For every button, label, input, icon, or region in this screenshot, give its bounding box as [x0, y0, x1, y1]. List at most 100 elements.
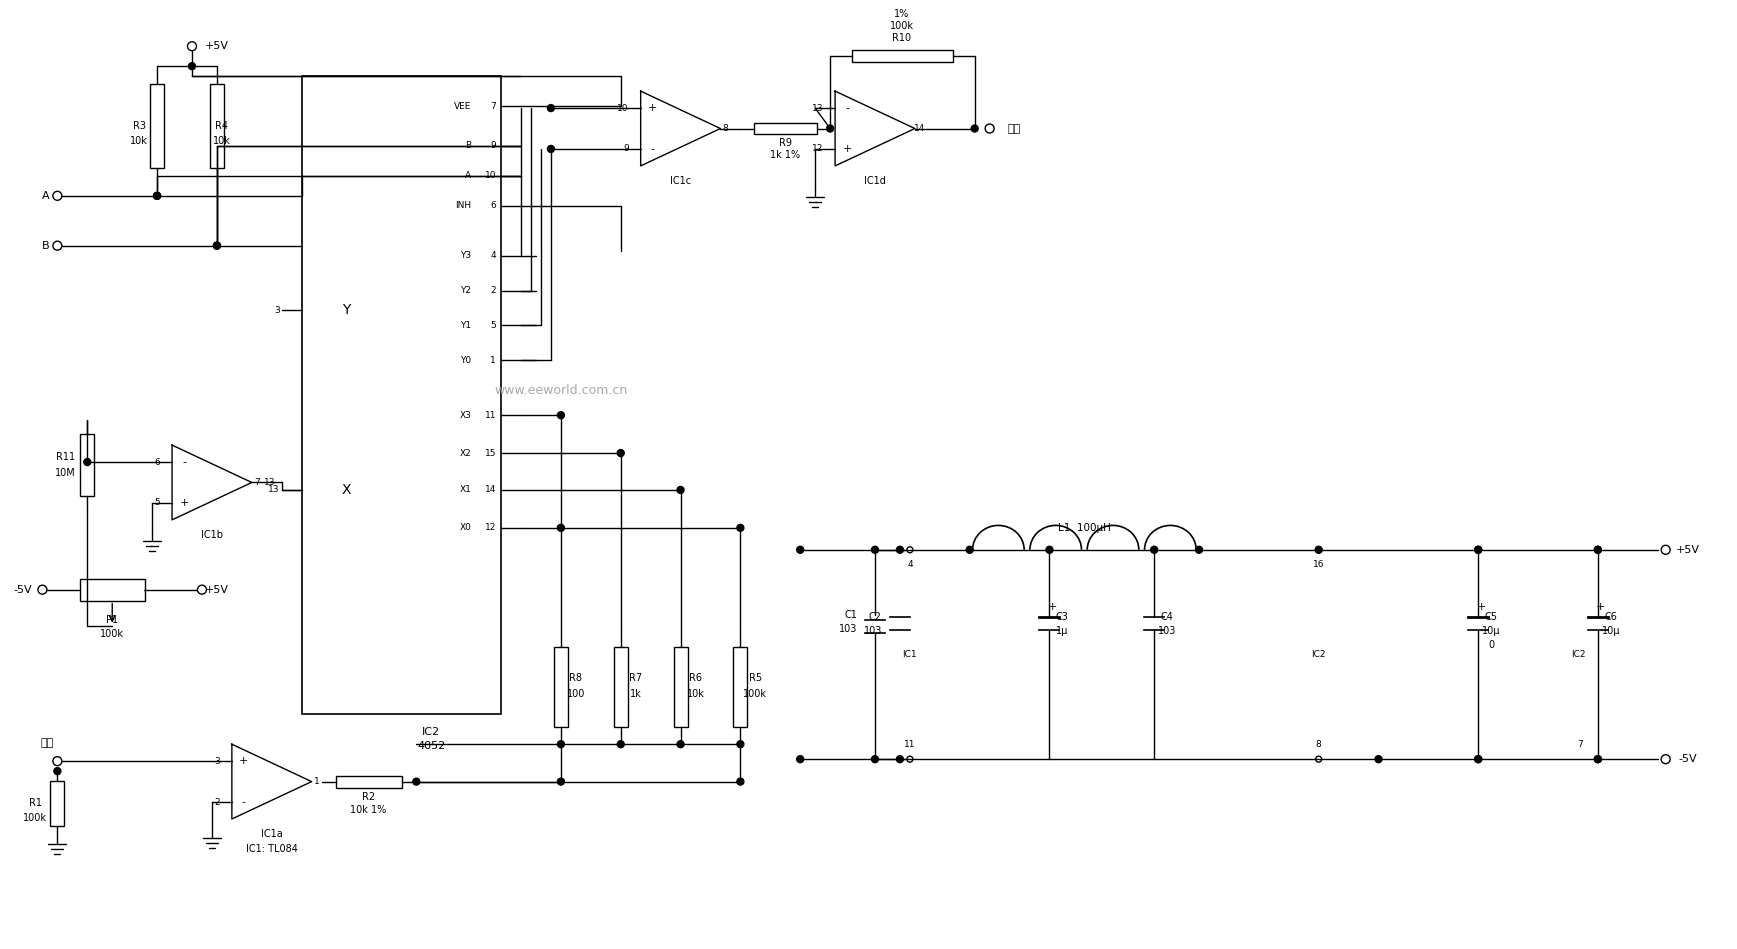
Text: 16: 16 [1313, 560, 1324, 569]
Circle shape [966, 547, 973, 553]
Circle shape [1475, 547, 1482, 553]
Circle shape [971, 125, 978, 132]
Text: C6: C6 [1605, 611, 1617, 622]
Circle shape [558, 778, 565, 785]
Text: 1: 1 [490, 356, 497, 364]
Text: 10: 10 [485, 172, 497, 180]
Text: 1%: 1% [895, 9, 910, 19]
Text: R5: R5 [749, 674, 763, 683]
Text: 100k: 100k [23, 813, 47, 823]
Text: IC1c: IC1c [670, 176, 691, 186]
Circle shape [827, 125, 834, 132]
Circle shape [872, 547, 879, 553]
Text: 3: 3 [274, 306, 280, 315]
Text: -5V: -5V [14, 585, 31, 595]
Text: 100: 100 [566, 689, 585, 699]
Bar [149, 84, 163, 168]
Circle shape [617, 741, 624, 748]
Circle shape [1315, 547, 1322, 553]
Circle shape [1475, 755, 1482, 763]
Circle shape [677, 741, 684, 748]
Text: 10k: 10k [214, 136, 231, 146]
Circle shape [1376, 755, 1383, 763]
Text: IC1d: IC1d [863, 176, 886, 186]
Text: 100k: 100k [101, 628, 125, 639]
Text: 100k: 100k [743, 689, 768, 699]
Bar [335, 775, 403, 788]
Text: 4: 4 [490, 251, 497, 260]
Text: IC1: TL084: IC1: TL084 [247, 844, 297, 854]
Bar [80, 434, 94, 496]
Circle shape [153, 193, 160, 199]
Text: 1k: 1k [631, 689, 641, 699]
Bar [50, 781, 64, 827]
Text: +: + [1047, 602, 1058, 611]
Text: X0: X0 [459, 523, 471, 532]
Text: +: + [648, 103, 657, 113]
Text: 10μ: 10μ [1482, 625, 1501, 636]
Text: Y0: Y0 [460, 356, 471, 364]
Text: +5V: +5V [205, 41, 229, 51]
Text: 103: 103 [839, 623, 856, 634]
Text: 7: 7 [1577, 739, 1582, 749]
Text: X1: X1 [459, 486, 471, 494]
Text: R10: R10 [893, 33, 912, 44]
Text: X: X [342, 483, 351, 497]
Text: 4: 4 [907, 560, 912, 569]
Text: R2: R2 [361, 791, 375, 802]
Text: C5: C5 [1485, 611, 1497, 622]
Text: 10k: 10k [686, 689, 705, 699]
Text: 输入: 输入 [40, 738, 54, 748]
Text: 0: 0 [1489, 640, 1494, 649]
Text: 100k: 100k [889, 21, 914, 31]
Circle shape [214, 242, 221, 250]
Bar [851, 50, 954, 63]
Text: 103: 103 [1159, 625, 1176, 636]
Text: 9: 9 [624, 144, 629, 154]
Text: 7: 7 [490, 102, 497, 111]
Circle shape [83, 458, 90, 466]
Text: IC1a: IC1a [261, 828, 283, 839]
Text: 1: 1 [314, 777, 320, 786]
Text: B: B [466, 141, 471, 151]
Text: 10k 1%: 10k 1% [351, 805, 387, 814]
Text: VEE: VEE [453, 102, 471, 111]
Text: R7: R7 [629, 674, 643, 683]
Circle shape [736, 525, 743, 531]
Text: 10: 10 [617, 103, 629, 113]
Text: 6: 6 [490, 201, 497, 211]
Text: R3: R3 [132, 121, 146, 131]
Circle shape [797, 547, 804, 553]
Text: IC2: IC2 [1570, 650, 1586, 659]
Text: 10μ: 10μ [1602, 625, 1621, 636]
Circle shape [677, 487, 684, 493]
Text: 3: 3 [214, 756, 221, 766]
Circle shape [413, 778, 420, 785]
Circle shape [558, 525, 565, 531]
Text: -: - [241, 797, 247, 807]
Text: R6: R6 [690, 674, 702, 683]
Text: C2: C2 [868, 611, 882, 622]
Text: 14: 14 [914, 124, 926, 133]
Text: 103: 103 [863, 625, 882, 636]
Text: 13: 13 [811, 103, 823, 113]
Text: 10M: 10M [56, 468, 76, 478]
Text: 5: 5 [490, 321, 497, 330]
Circle shape [1595, 547, 1602, 553]
Text: IC1b: IC1b [201, 530, 222, 540]
Text: A: A [466, 172, 471, 180]
Text: L1  100μH: L1 100μH [1058, 523, 1110, 532]
Text: 1k 1%: 1k 1% [769, 151, 801, 160]
Text: +: + [179, 498, 189, 508]
Text: R8: R8 [570, 674, 582, 683]
Text: 5: 5 [155, 498, 160, 508]
Circle shape [547, 104, 554, 112]
Text: +: + [1596, 602, 1605, 611]
Circle shape [736, 741, 743, 748]
Bar [733, 647, 747, 727]
Bar [210, 84, 224, 168]
Text: 2: 2 [214, 797, 221, 807]
Text: Y2: Y2 [460, 286, 471, 295]
Text: P1: P1 [106, 615, 118, 624]
Text: 13: 13 [264, 478, 276, 487]
